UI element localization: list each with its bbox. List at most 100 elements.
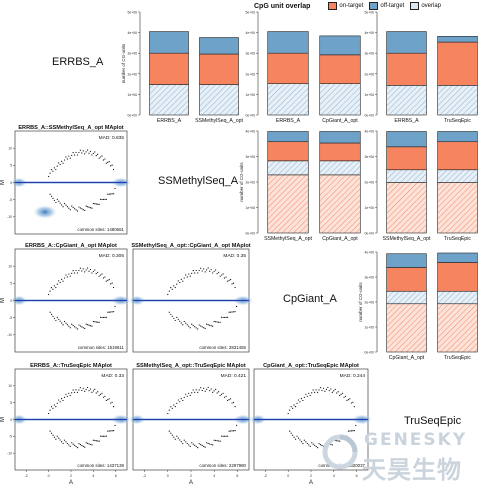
ma-title: ERRBS_A::SSMethylSeq_A_opt MAplot bbox=[18, 125, 123, 131]
point bbox=[98, 157, 100, 159]
point bbox=[81, 389, 83, 392]
point bbox=[207, 324, 209, 326]
point bbox=[229, 278, 232, 281]
bar-0 bbox=[386, 253, 427, 353]
point bbox=[212, 325, 214, 327]
point bbox=[182, 399, 184, 402]
point bbox=[179, 320, 181, 322]
point bbox=[79, 325, 82, 327]
point bbox=[183, 396, 185, 398]
x-tick-label: 4 bbox=[213, 474, 215, 478]
point bbox=[173, 436, 175, 438]
point bbox=[108, 430, 110, 432]
point bbox=[232, 430, 235, 432]
point bbox=[229, 430, 232, 432]
point bbox=[171, 315, 173, 317]
point bbox=[59, 281, 61, 284]
point bbox=[69, 394, 71, 397]
point bbox=[98, 440, 100, 442]
point bbox=[107, 398, 109, 401]
point bbox=[110, 430, 112, 432]
bar-segment-on-target bbox=[267, 52, 309, 84]
point bbox=[315, 445, 317, 448]
point bbox=[203, 268, 205, 270]
point bbox=[198, 443, 200, 445]
point bbox=[105, 162, 107, 164]
point bbox=[308, 444, 310, 446]
point bbox=[300, 397, 303, 400]
common-sites-label: common sites: 1480661 bbox=[77, 227, 124, 232]
bar-segment-off-target bbox=[437, 252, 478, 263]
point bbox=[201, 444, 203, 447]
y-tick-label: -10 bbox=[7, 333, 12, 337]
point bbox=[306, 442, 308, 445]
point bbox=[84, 153, 86, 155]
point bbox=[76, 210, 79, 212]
bar-0 bbox=[386, 31, 427, 116]
point bbox=[197, 328, 199, 330]
point bbox=[92, 152, 94, 155]
x-tick-label: -2 bbox=[25, 474, 28, 478]
point bbox=[179, 401, 181, 403]
point bbox=[86, 386, 89, 389]
point bbox=[177, 437, 179, 439]
point bbox=[89, 443, 92, 446]
point bbox=[182, 280, 184, 282]
point bbox=[76, 328, 79, 330]
point bbox=[101, 392, 103, 394]
point bbox=[104, 276, 106, 278]
point bbox=[63, 202, 66, 205]
point bbox=[113, 193, 115, 195]
point bbox=[85, 388, 87, 390]
legend-swatch-overlap bbox=[410, 2, 420, 10]
point bbox=[340, 393, 342, 395]
point bbox=[59, 202, 61, 204]
point bbox=[191, 392, 193, 394]
point bbox=[221, 316, 223, 318]
point bbox=[186, 395, 188, 397]
point bbox=[347, 430, 350, 432]
bar-errbs-ssmethyl: 0e+00 1e+06 2e+06 3e+06 4e+06 5e+06 number of … bbox=[121, 11, 243, 125]
point bbox=[234, 430, 236, 432]
point bbox=[58, 280, 60, 282]
point bbox=[85, 205, 87, 207]
point bbox=[222, 392, 224, 394]
point bbox=[95, 440, 97, 442]
x-tick-label: -2 bbox=[264, 474, 267, 478]
point bbox=[88, 152, 90, 154]
point bbox=[95, 203, 97, 205]
point bbox=[53, 167, 55, 169]
point bbox=[311, 442, 313, 444]
point bbox=[94, 388, 96, 390]
x-tick-label: 0 bbox=[167, 474, 169, 478]
point bbox=[309, 445, 311, 448]
point bbox=[349, 398, 351, 400]
y-tick-label: 5e+06 bbox=[245, 11, 255, 15]
point bbox=[111, 282, 113, 284]
point bbox=[219, 321, 221, 323]
point bbox=[224, 316, 226, 319]
y-tick-label: 5 bbox=[10, 401, 12, 405]
x-tick-label: 0 bbox=[48, 474, 50, 478]
y-tick-label: 2e+06 bbox=[127, 72, 137, 76]
y-axis-label: M bbox=[0, 180, 6, 185]
point bbox=[94, 151, 96, 153]
point bbox=[56, 316, 58, 318]
point bbox=[213, 390, 215, 392]
bar-segment-on-target bbox=[199, 53, 239, 85]
point bbox=[201, 389, 203, 392]
common-sites-label: common sites: 1519611 bbox=[78, 345, 125, 350]
point bbox=[52, 197, 54, 199]
point bbox=[78, 389, 80, 391]
point bbox=[81, 152, 83, 154]
point bbox=[65, 441, 67, 443]
point bbox=[209, 270, 211, 272]
point bbox=[50, 169, 53, 171]
point bbox=[177, 280, 179, 282]
point bbox=[85, 151, 87, 153]
x-tick-label: 4 bbox=[92, 474, 94, 478]
point bbox=[197, 447, 199, 449]
point bbox=[287, 412, 289, 415]
point bbox=[59, 401, 61, 403]
